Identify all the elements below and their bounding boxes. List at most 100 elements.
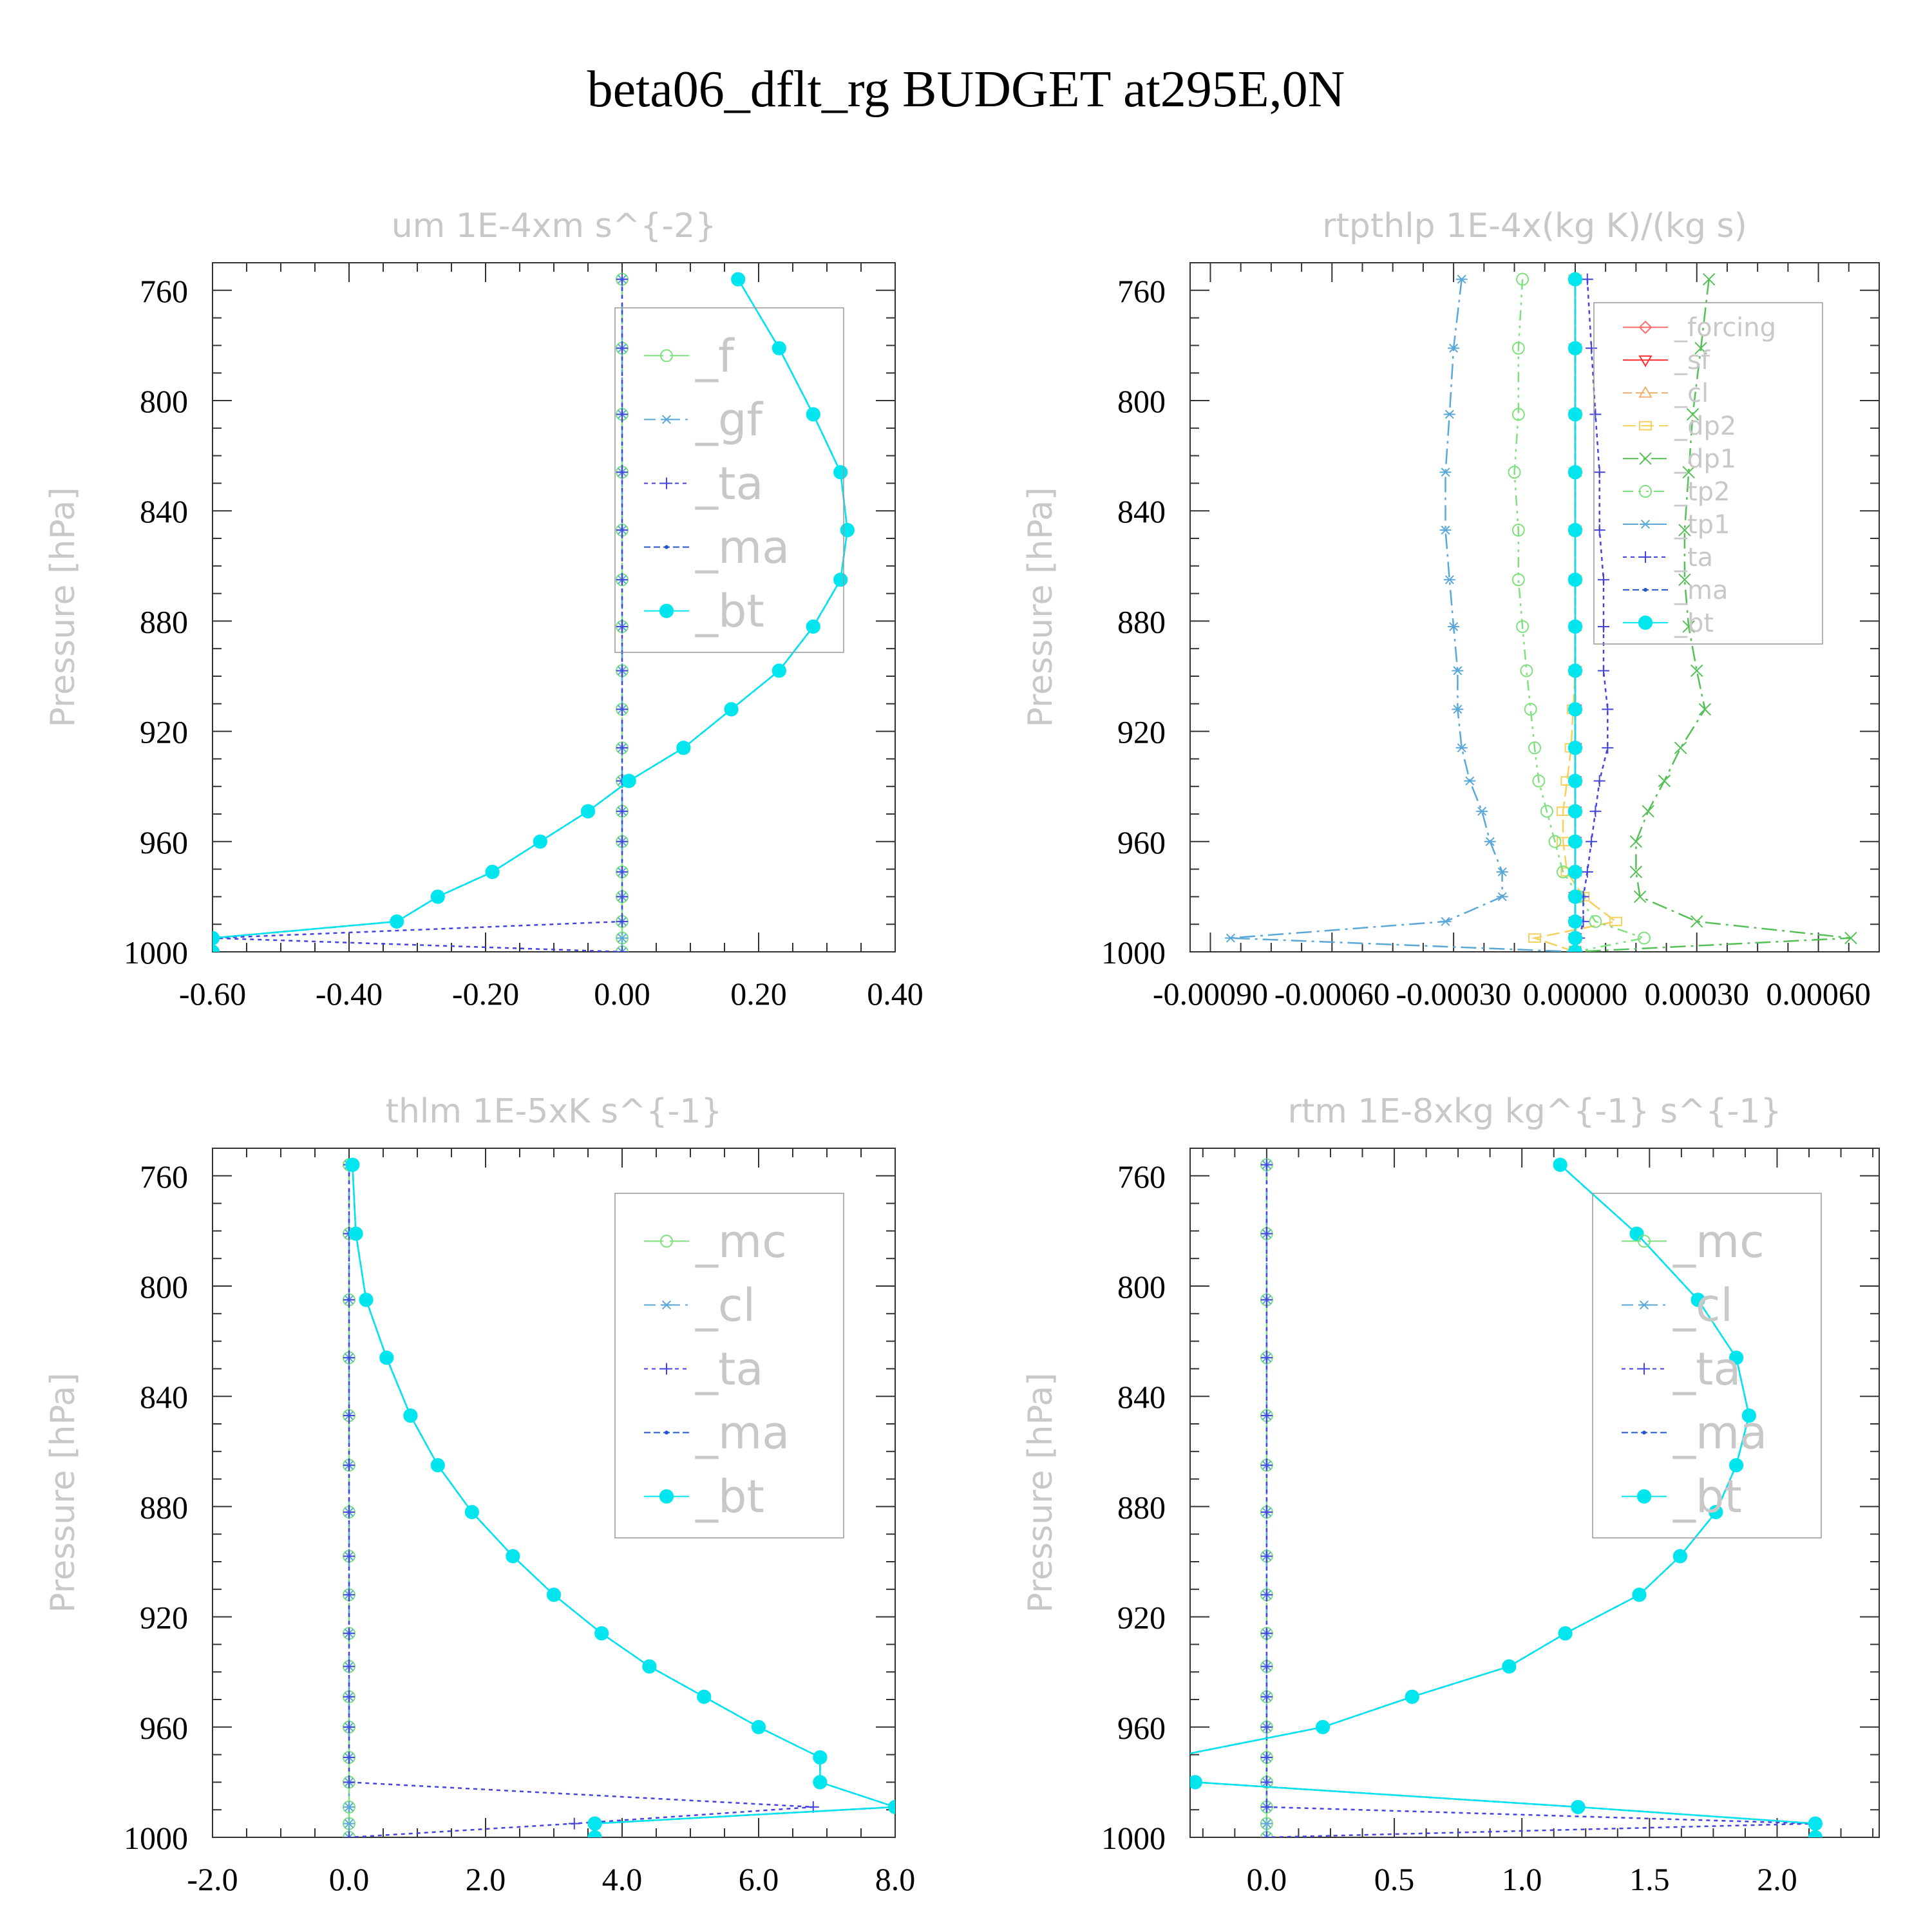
data-point <box>533 834 547 849</box>
legend-marker <box>660 1235 673 1248</box>
legend-marker <box>659 1489 674 1504</box>
y-tick-label: 760 <box>140 273 188 309</box>
data-point <box>616 835 628 848</box>
series-group <box>1190 1157 1823 1837</box>
legend-entry: _f <box>695 330 735 383</box>
data-point <box>1678 524 1691 536</box>
data-point <box>343 1832 355 1837</box>
data-point <box>1516 620 1530 633</box>
data-point <box>1448 343 1460 353</box>
x-tick-label: -0.00060 <box>1274 976 1390 1012</box>
data-point <box>1567 741 1583 755</box>
y-tick-label: 800 <box>140 383 188 419</box>
data-point <box>343 1352 355 1364</box>
x-tick-label: -0.40 <box>316 976 383 1012</box>
data-point <box>1690 664 1703 677</box>
series-group <box>1224 272 1857 952</box>
series-group <box>213 272 855 952</box>
legend-marker <box>1639 452 1652 465</box>
data-point <box>1567 864 1583 879</box>
panel-4: rtm 1E-8xkg kg^{-1} s^{-1} Pressure [hPa]… <box>1021 1092 1880 1897</box>
data-point <box>1528 741 1541 755</box>
legend-entry: _bt <box>695 1470 764 1523</box>
x-tick-label: 2.0 <box>1757 1861 1797 1897</box>
data-point <box>1567 773 1583 788</box>
data-point <box>343 1819 355 1828</box>
data-point <box>1589 408 1602 421</box>
data-point <box>1511 573 1525 587</box>
data-point <box>616 620 628 632</box>
legend-entry: _sf <box>1674 346 1710 375</box>
data-point <box>343 1776 355 1788</box>
data-point <box>213 931 220 945</box>
data-point <box>213 944 220 952</box>
legend-box <box>1593 302 1823 645</box>
x-tick-label: -0.60 <box>179 976 246 1012</box>
data-point <box>1589 805 1602 817</box>
data-point <box>359 1293 374 1307</box>
legend-marker <box>1638 1300 1650 1310</box>
series-line-ta <box>213 279 623 952</box>
y-tick-label: 960 <box>1117 824 1166 860</box>
series-line-bt <box>352 1164 895 1837</box>
plot-frame <box>1189 262 1880 952</box>
data-point <box>1678 573 1691 586</box>
legend-entry: _tp1 <box>1674 510 1730 540</box>
data-point <box>1602 742 1614 754</box>
legend-marker <box>1638 320 1653 334</box>
data-point <box>1567 663 1583 678</box>
data-point <box>1728 1350 1744 1365</box>
data-point <box>485 864 500 879</box>
legend-entry: _cl <box>1674 379 1709 408</box>
x-tick-label: 1.5 <box>1629 1861 1670 1897</box>
series-group <box>343 1157 895 1837</box>
data-point <box>1439 916 1452 926</box>
data-point <box>1690 1293 1705 1307</box>
data-point <box>616 805 628 817</box>
x-tick-label: 0.00060 <box>1766 976 1871 1012</box>
data-point <box>1844 931 1857 945</box>
legend-box <box>614 1193 844 1539</box>
legend-entry: _ma <box>695 521 790 574</box>
legend-marker <box>1640 519 1651 529</box>
data-point <box>430 1458 445 1473</box>
data-point <box>1224 933 1236 943</box>
series-line-dp1 <box>1575 279 1852 952</box>
legend-entry: _ma <box>1674 576 1728 605</box>
data-point <box>1260 1459 1273 1472</box>
data-point <box>430 889 445 904</box>
legend: _mc _cl _ta _ma _bt <box>614 1193 844 1539</box>
data-point <box>806 619 820 634</box>
legend-entry: _tp2 <box>1674 477 1730 507</box>
data-point <box>1682 466 1695 478</box>
data-point <box>343 1294 355 1306</box>
data-point <box>1658 774 1671 788</box>
data-point <box>616 742 628 754</box>
data-point <box>1637 931 1651 945</box>
data-point <box>1709 1504 1723 1520</box>
legend: _f _gf _ta _ma _bt <box>614 307 844 653</box>
data-point <box>594 1626 609 1641</box>
data-point <box>1632 1587 1647 1602</box>
legend-marker <box>1638 355 1653 368</box>
y-tick-label: 760 <box>1117 273 1166 309</box>
legend-entry: _cl <box>1672 1279 1733 1332</box>
data-point <box>1496 892 1508 902</box>
y-tick-label: 960 <box>1117 1710 1166 1746</box>
data-point <box>1586 342 1598 354</box>
x-tick-label: 4.0 <box>602 1861 643 1897</box>
data-point <box>1642 805 1654 818</box>
x-tick-label: 0.00030 <box>1645 976 1750 1012</box>
y-tick-label: 960 <box>140 824 188 860</box>
data-point <box>1260 1589 1273 1601</box>
data-point <box>403 1408 418 1423</box>
data-point <box>1528 933 1541 943</box>
data-point <box>1567 804 1583 819</box>
series-line-ta <box>1574 279 1609 952</box>
y-tick-label: 760 <box>140 1159 188 1195</box>
legend-box <box>1592 1193 1822 1539</box>
y-tick-label: 920 <box>140 1600 188 1636</box>
y-tick-label: 920 <box>1117 714 1166 750</box>
data-point <box>813 1750 828 1765</box>
data-point <box>1567 889 1583 904</box>
